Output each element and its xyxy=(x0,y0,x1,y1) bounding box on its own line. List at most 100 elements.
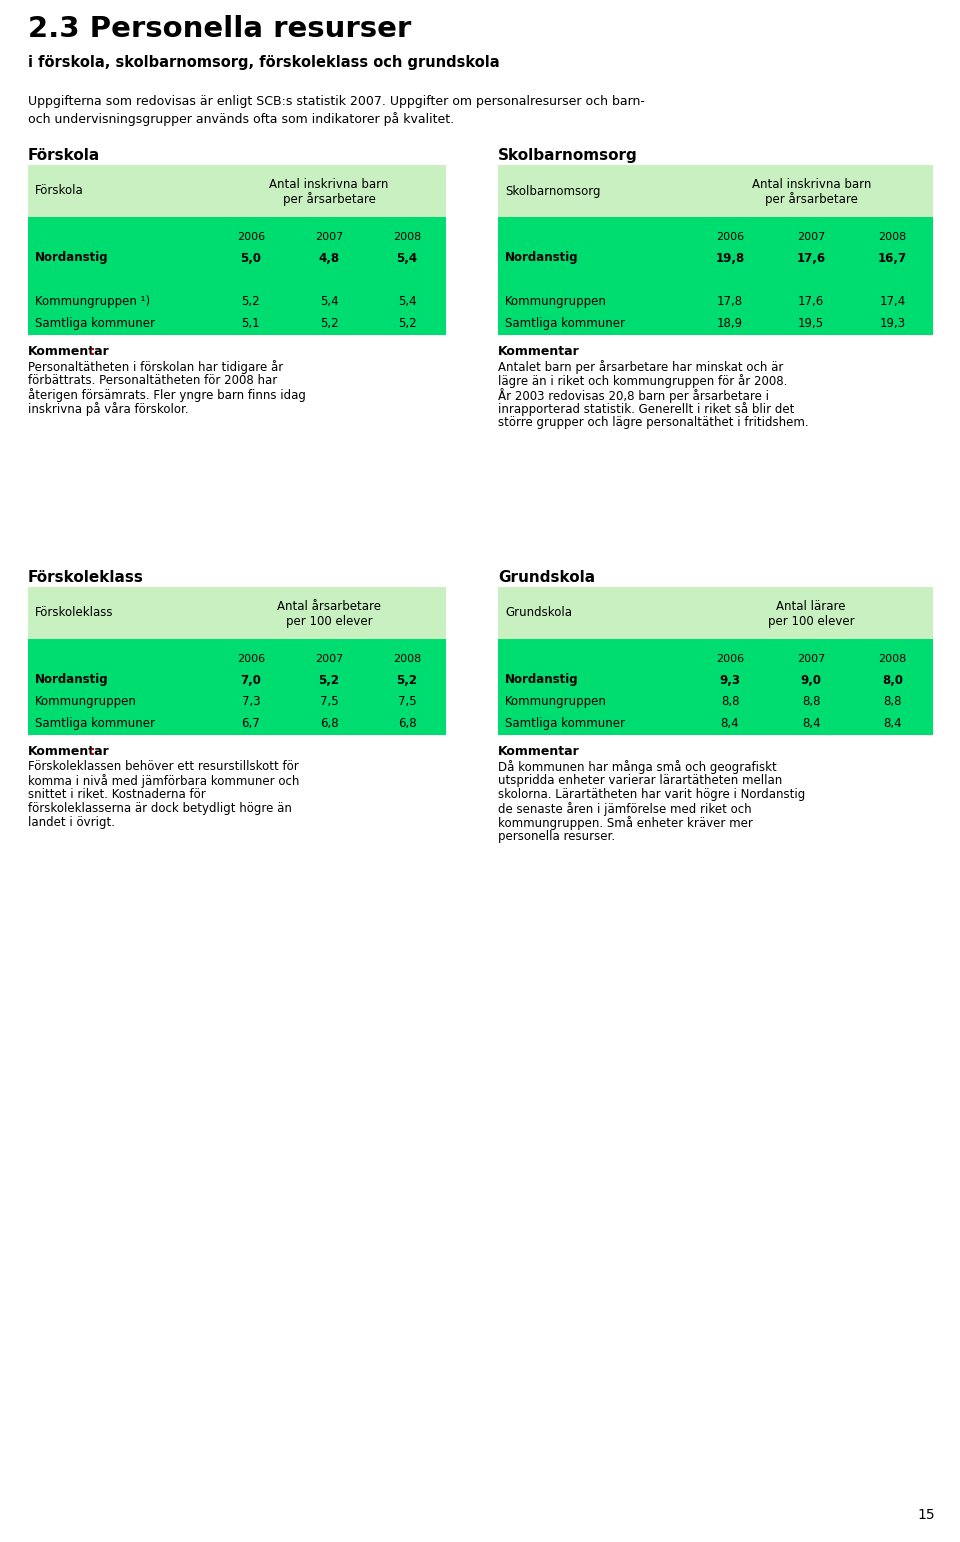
Text: 2.3 Personella resurser: 2.3 Personella resurser xyxy=(28,15,411,43)
Text: 16,7: 16,7 xyxy=(877,251,907,265)
Text: 19,3: 19,3 xyxy=(879,318,905,330)
Text: 2006: 2006 xyxy=(716,231,744,242)
Text: 17,6: 17,6 xyxy=(798,296,825,308)
Text: 19,5: 19,5 xyxy=(798,318,825,330)
Text: Antal inskrivna barn: Antal inskrivna barn xyxy=(752,177,871,191)
Text: :: : xyxy=(90,745,95,759)
Bar xyxy=(498,217,933,335)
Text: Samtliga kommuner: Samtliga kommuner xyxy=(35,717,155,731)
Text: 6,8: 6,8 xyxy=(320,717,338,731)
Text: Skolbarnomsorg: Skolbarnomsorg xyxy=(498,148,637,163)
Text: Antal årsarbetare: Antal årsarbetare xyxy=(276,600,381,612)
Text: Nordanstig: Nordanstig xyxy=(505,674,579,686)
Text: 2008: 2008 xyxy=(878,231,906,242)
Text: 8,4: 8,4 xyxy=(883,717,901,731)
Text: inrapporterad statistik. Generellt i riket så blir det: inrapporterad statistik. Generellt i rik… xyxy=(498,402,794,416)
Text: 6,7: 6,7 xyxy=(242,717,260,731)
Text: 2007: 2007 xyxy=(315,654,343,665)
Text: 2007: 2007 xyxy=(315,231,343,242)
Text: 8,4: 8,4 xyxy=(802,717,821,731)
Text: Antal lärare: Antal lärare xyxy=(777,600,846,612)
Text: per 100 elever: per 100 elever xyxy=(286,615,372,628)
Text: 5,4: 5,4 xyxy=(396,251,418,265)
Text: 18,9: 18,9 xyxy=(717,318,743,330)
Text: Kommentar: Kommentar xyxy=(28,745,109,759)
Text: Nordanstig: Nordanstig xyxy=(35,251,108,265)
Text: landet i övrigt.: landet i övrigt. xyxy=(28,816,115,830)
Text: 9,3: 9,3 xyxy=(719,674,740,686)
Bar xyxy=(28,217,446,335)
Text: 5,2: 5,2 xyxy=(242,296,260,308)
Text: Kommentar: Kommentar xyxy=(498,345,580,358)
Text: Då kommunen har många små och geografiskt: Då kommunen har många små och geografisk… xyxy=(498,760,777,774)
Text: 7,3: 7,3 xyxy=(242,695,260,708)
Text: 7,5: 7,5 xyxy=(397,695,417,708)
Text: Förskoleklass: Förskoleklass xyxy=(35,606,113,620)
Text: Kommentar: Kommentar xyxy=(498,745,580,759)
Text: 5,2: 5,2 xyxy=(320,318,338,330)
Text: 6,8: 6,8 xyxy=(397,717,417,731)
Text: Kommungruppen: Kommungruppen xyxy=(505,296,607,308)
Bar xyxy=(28,165,446,217)
Text: Nordanstig: Nordanstig xyxy=(35,674,108,686)
Text: 5,1: 5,1 xyxy=(242,318,260,330)
Text: komma i nivå med jämförbara kommuner och: komma i nivå med jämförbara kommuner och xyxy=(28,774,300,788)
Text: 17,6: 17,6 xyxy=(797,251,826,265)
Text: 8,8: 8,8 xyxy=(721,695,739,708)
Text: per årsarbetare: per årsarbetare xyxy=(282,193,375,207)
Text: 8,4: 8,4 xyxy=(721,717,739,731)
Text: 5,2: 5,2 xyxy=(319,674,340,686)
Text: Kommentar: Kommentar xyxy=(28,345,109,358)
Text: förbättrats. Personaltätheten för 2008 har: förbättrats. Personaltätheten för 2008 h… xyxy=(28,375,277,387)
Text: inskrivna på våra förskolor.: inskrivna på våra förskolor. xyxy=(28,402,188,416)
Bar xyxy=(498,165,933,217)
Text: 4,8: 4,8 xyxy=(319,251,340,265)
Text: Antalet barn per årsarbetare har minskat och är: Antalet barn per årsarbetare har minskat… xyxy=(498,359,783,375)
Text: 7,5: 7,5 xyxy=(320,695,338,708)
Text: snittet i riket. Kostnaderna för: snittet i riket. Kostnaderna för xyxy=(28,788,205,800)
Text: Kommungruppen: Kommungruppen xyxy=(505,695,607,708)
Text: 17,4: 17,4 xyxy=(879,296,905,308)
Text: Antal inskrivna barn: Antal inskrivna barn xyxy=(269,177,389,191)
Text: Grundskola: Grundskola xyxy=(498,571,595,584)
Text: 8,8: 8,8 xyxy=(883,695,901,708)
Text: lägre än i riket och kommungruppen för år 2008.: lägre än i riket och kommungruppen för å… xyxy=(498,375,787,389)
Text: förskoleklasserna är dock betydligt högre än: förskoleklasserna är dock betydligt högr… xyxy=(28,802,292,816)
Text: 5,0: 5,0 xyxy=(240,251,261,265)
Text: per 100 elever: per 100 elever xyxy=(768,615,854,628)
Text: per årsarbetare: per årsarbetare xyxy=(765,193,857,207)
Text: större grupper och lägre personaltäthet i fritidshem.: större grupper och lägre personaltäthet … xyxy=(498,416,808,429)
Text: Nordanstig: Nordanstig xyxy=(505,251,579,265)
Text: 9,0: 9,0 xyxy=(801,674,822,686)
Text: skolorna. Lärartätheten har varit högre i Nordanstig: skolorna. Lärartätheten har varit högre … xyxy=(498,788,805,800)
Text: personella resurser.: personella resurser. xyxy=(498,830,615,843)
Text: de senaste åren i jämförelse med riket och: de senaste åren i jämförelse med riket o… xyxy=(498,802,752,816)
Text: 8,8: 8,8 xyxy=(802,695,821,708)
Text: utspridda enheter varierar lärartätheten mellan: utspridda enheter varierar lärartätheten… xyxy=(498,774,782,786)
Text: 2006: 2006 xyxy=(237,231,265,242)
Bar xyxy=(498,638,933,736)
Text: 2007: 2007 xyxy=(797,654,826,665)
Text: 17,8: 17,8 xyxy=(717,296,743,308)
Text: 2008: 2008 xyxy=(878,654,906,665)
Text: 5,2: 5,2 xyxy=(397,318,417,330)
Text: 8,0: 8,0 xyxy=(882,674,903,686)
Text: Förskoleklass: Förskoleklass xyxy=(28,571,144,584)
Text: och undervisningsgrupper används ofta som indikatorer på kvalitet.: och undervisningsgrupper används ofta so… xyxy=(28,113,454,126)
Bar xyxy=(498,588,933,638)
Text: i förskola, skolbarnomsorg, förskoleklass och grundskola: i förskola, skolbarnomsorg, förskoleklas… xyxy=(28,56,499,69)
Text: Förskola: Förskola xyxy=(35,185,84,197)
Text: 19,8: 19,8 xyxy=(715,251,745,265)
Text: 2006: 2006 xyxy=(237,654,265,665)
Text: 2008: 2008 xyxy=(393,654,421,665)
Text: 2008: 2008 xyxy=(393,231,421,242)
Text: Skolbarnomsorg: Skolbarnomsorg xyxy=(505,185,601,197)
Bar xyxy=(28,638,446,736)
Text: 2006: 2006 xyxy=(716,654,744,665)
Text: 5,4: 5,4 xyxy=(397,296,417,308)
Text: Kommungruppen ¹): Kommungruppen ¹) xyxy=(35,296,150,308)
Text: 5,4: 5,4 xyxy=(320,296,338,308)
Text: Förskola: Förskola xyxy=(28,148,100,163)
Text: Samtliga kommuner: Samtliga kommuner xyxy=(505,717,625,731)
Text: Uppgifterna som redovisas är enligt SCB:s statistik 2007. Uppgifter om personalr: Uppgifterna som redovisas är enligt SCB:… xyxy=(28,96,645,108)
